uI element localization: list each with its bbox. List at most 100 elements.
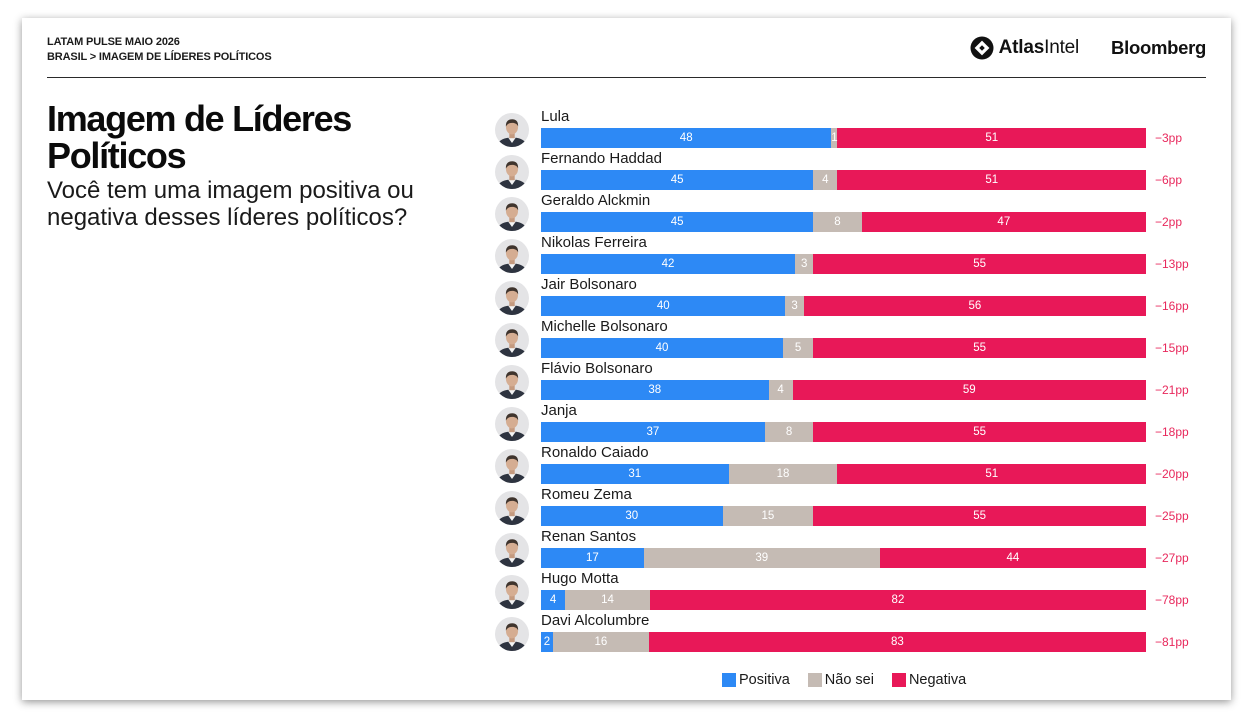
fernando-haddad-negativa-value: 51 <box>985 174 999 186</box>
geraldo-alckmin-positiva-bar: 45 <box>541 212 814 232</box>
page-title: Imagem de Líderes Políticos <box>47 98 352 176</box>
romeu-zema-negativa-value: 55 <box>973 510 987 522</box>
leader-name-nikolas-ferreira: Nikolas Ferreira <box>541 234 647 251</box>
leader-row-davi-alcolumbre: Davi Alcolumbre 2 16 83 −81pp <box>492 612 1212 654</box>
michelle-bolsonaro-positiva-value: 40 <box>655 342 669 354</box>
legend-label-nao-sei: Não sei <box>824 672 874 688</box>
romeu-zema-positiva-bar: 30 <box>541 506 723 526</box>
bar-janja: 37 8 55 <box>541 422 1146 442</box>
bar-davi-alcolumbre: 2 16 83 <box>541 632 1146 652</box>
bar-geraldo-alckmin: 45 8 47 <box>541 212 1146 232</box>
hugo-motta-net-label: −78pp <box>1155 593 1189 607</box>
nikolas-ferreira-negativa-value: 55 <box>973 258 987 270</box>
jair-bolsonaro-positiva-bar: 40 <box>541 296 786 316</box>
bar-renan-santos: 17 39 44 <box>541 548 1146 568</box>
portrait-photo-icon <box>495 491 529 525</box>
avatar-flavio-bolsonaro <box>495 365 529 399</box>
portrait-photo-icon <box>495 575 529 609</box>
legend-item-positiva: Positiva <box>722 671 790 689</box>
flavio-bolsonaro-nao-sei-bar: 4 <box>768 380 793 400</box>
page-subtitle: Você tem uma imagem positiva ou negativa… <box>47 177 414 231</box>
nikolas-ferreira-positiva-value: 42 <box>661 258 675 270</box>
flavio-bolsonaro-negativa-value: 59 <box>962 384 976 396</box>
jair-bolsonaro-nao-sei-bar: 3 <box>785 296 804 316</box>
michelle-bolsonaro-positiva-bar: 40 <box>541 338 783 358</box>
nikolas-ferreira-net-label: −13pp <box>1155 257 1189 271</box>
atlasintel-wordmark-bold: Atlas <box>998 37 1045 58</box>
avatar-geraldo-alckmin <box>495 197 529 231</box>
lula-negativa-bar: 51 <box>837 128 1146 148</box>
davi-alcolumbre-positiva-value: 2 <box>543 636 551 648</box>
hugo-motta-positiva-value: 4 <box>549 594 557 606</box>
davi-alcolumbre-nao-sei-bar: 16 <box>552 632 649 652</box>
leader-name-ronaldo-caiado: Ronaldo Caiado <box>541 444 649 461</box>
header-divider <box>47 77 1206 78</box>
avatar-michelle-bolsonaro <box>495 323 529 357</box>
atlasintel-compass-icon <box>970 36 994 60</box>
ronaldo-caiado-nao-sei-value: 18 <box>776 468 790 480</box>
leader-row-janja: Janja 37 8 55 −18pp <box>492 402 1212 444</box>
hugo-motta-negativa-value: 82 <box>891 594 905 606</box>
romeu-zema-positiva-value: 30 <box>625 510 639 522</box>
portrait-photo-icon <box>495 323 529 357</box>
report-series-label: LATAM PULSE MAIO 2026 <box>47 36 180 48</box>
fernando-haddad-nao-sei-value: 4 <box>822 174 829 186</box>
avatar-renan-santos <box>495 533 529 567</box>
legend-label-negativa: Negativa <box>908 672 967 688</box>
ronaldo-caiado-nao-sei-bar: 18 <box>728 464 838 484</box>
jair-bolsonaro-nao-sei-value: 3 <box>791 300 798 312</box>
davi-alcolumbre-nao-sei-value: 16 <box>594 636 608 648</box>
fernando-haddad-positiva-bar: 45 <box>541 170 814 190</box>
hugo-motta-nao-sei-bar: 14 <box>565 590 650 610</box>
jair-bolsonaro-negativa-value: 56 <box>968 300 982 312</box>
chart-legend: Positiva Não sei Negativa <box>722 671 966 689</box>
hugo-motta-positiva-bar: 4 <box>541 590 566 610</box>
leader-row-romeu-zema: Romeu Zema 30 15 55 −25pp <box>492 486 1212 528</box>
leader-row-flavio-bolsonaro: Flávio Bolsonaro 38 4 59 −21pp <box>492 360 1212 402</box>
portrait-photo-icon <box>495 617 529 651</box>
nikolas-ferreira-negativa-bar: 55 <box>813 254 1146 274</box>
janja-negativa-bar: 55 <box>813 422 1146 442</box>
romeu-zema-net-label: −25pp <box>1155 509 1189 523</box>
jair-bolsonaro-positiva-value: 40 <box>656 300 670 312</box>
atlasintel-wordmark-regular: Intel <box>1044 37 1080 58</box>
ronaldo-caiado-positiva-bar: 31 <box>541 464 729 484</box>
leader-row-michelle-bolsonaro: Michelle Bolsonaro 40 5 55 −15pp <box>492 318 1212 360</box>
davi-alcolumbre-negativa-value: 83 <box>891 636 904 648</box>
leader-row-hugo-motta: Hugo Motta 4 14 82 −78pp <box>492 570 1212 612</box>
portrait-photo-icon <box>495 155 529 189</box>
geraldo-alckmin-positiva-value: 45 <box>670 216 684 228</box>
flavio-bolsonaro-nao-sei-value: 4 <box>777 384 784 396</box>
portrait-photo-icon <box>495 365 529 399</box>
geraldo-alckmin-negativa-bar: 47 <box>861 212 1146 232</box>
portrait-photo-icon <box>495 239 529 273</box>
janja-positiva-value: 37 <box>646 426 660 438</box>
leader-name-davi-alcolumbre: Davi Alcolumbre <box>541 612 650 629</box>
michelle-bolsonaro-net-label: −15pp <box>1155 341 1189 355</box>
ronaldo-caiado-net-label: −20pp <box>1155 467 1189 481</box>
fernando-haddad-negativa-bar: 51 <box>837 170 1146 190</box>
leader-row-nikolas-ferreira: Nikolas Ferreira 42 3 55 −13pp <box>492 234 1212 276</box>
legend-label-positiva: Positiva <box>739 672 790 688</box>
fernando-haddad-net-label: −6pp <box>1155 173 1183 187</box>
portrait-photo-icon <box>495 113 529 147</box>
renan-santos-negativa-bar: 44 <box>879 548 1146 568</box>
portrait-photo-icon <box>495 407 529 441</box>
avatar-ronaldo-caiado <box>495 449 529 483</box>
avatar-nikolas-ferreira <box>495 239 529 273</box>
leader-row-renan-santos: Renan Santos 17 39 44 −27pp <box>492 528 1212 570</box>
janja-nao-sei-value: 8 <box>785 426 793 438</box>
bar-fernando-haddad: 45 4 51 <box>541 170 1146 190</box>
geraldo-alckmin-nao-sei-bar: 8 <box>813 212 862 232</box>
leader-name-michelle-bolsonaro: Michelle Bolsonaro <box>541 318 668 335</box>
michelle-bolsonaro-nao-sei-value: 5 <box>794 342 802 354</box>
geraldo-alckmin-nao-sei-value: 8 <box>834 216 841 228</box>
janja-nao-sei-bar: 8 <box>764 422 814 442</box>
leader-name-renan-santos: Renan Santos <box>541 528 637 545</box>
avatar-lula <box>495 113 529 147</box>
bar-romeu-zema: 30 15 55 <box>541 506 1146 526</box>
fernando-haddad-positiva-value: 45 <box>670 174 684 186</box>
bar-nikolas-ferreira: 42 3 55 <box>541 254 1146 274</box>
michelle-bolsonaro-negativa-value: 55 <box>973 342 987 354</box>
ronaldo-caiado-negativa-bar: 51 <box>837 464 1146 484</box>
